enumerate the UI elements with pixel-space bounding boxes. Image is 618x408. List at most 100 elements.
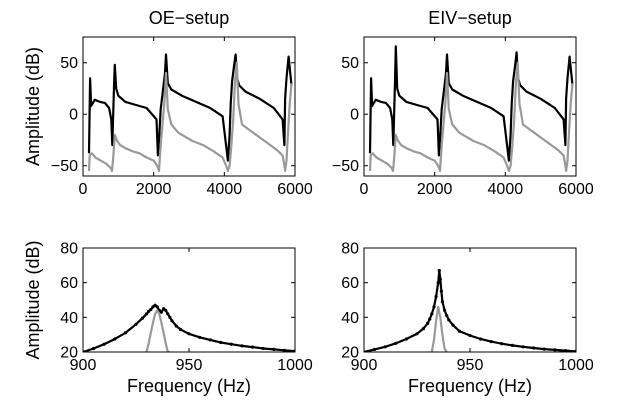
series-0-point (123, 331, 127, 335)
series-0-point (198, 335, 202, 339)
series-0-point (170, 319, 174, 323)
y-tick-label: −50 (51, 158, 78, 175)
series-0-line (364, 270, 576, 352)
series-0-line (368, 45, 574, 162)
series-0-point (251, 345, 255, 349)
x-tick-label: 4000 (488, 181, 524, 198)
x-tick-label: 4000 (207, 181, 243, 198)
y-tick-label: 20 (341, 345, 359, 362)
series-0-point (445, 314, 449, 318)
x-axis-label: Frequency (Hz) (127, 376, 251, 396)
x-tick-label: 950 (176, 357, 203, 374)
x-tick-label: 1000 (558, 357, 594, 374)
series-0-point (489, 340, 493, 344)
series-0-point (532, 346, 536, 350)
y-tick-label: 80 (341, 241, 359, 258)
series-0-point (219, 340, 223, 345)
series-0-point (134, 322, 138, 326)
series-0-point (404, 337, 408, 341)
chart-oe-setup-zoom: 900 950 1000 20 40 60 80 Frequency (Hz) Amplitud… (23, 240, 313, 396)
series-group (87, 53, 293, 172)
series-0-line (87, 53, 293, 162)
series-0-point (166, 312, 170, 316)
series-0-point (434, 294, 438, 299)
series-0-point (149, 307, 153, 312)
series-0-point (563, 349, 567, 352)
y-tick-label: 60 (341, 275, 359, 292)
series-0-point (521, 345, 525, 349)
chart-eiv-setup-zoom: 900 950 1000 20 40 60 80 Frequency (Hz) (341, 241, 594, 397)
series-0-point (187, 332, 191, 336)
y-tick-label: 50 (341, 55, 359, 72)
series-0-point (447, 318, 451, 322)
x-tick-label: 0 (360, 181, 369, 198)
chart-title: OE−setup (149, 8, 230, 28)
series-0-point (500, 342, 504, 346)
x-tick-label: 1000 (277, 357, 313, 374)
series-1-line (145, 309, 170, 352)
y-tick-label: 0 (350, 107, 359, 124)
series-0-point (415, 332, 419, 336)
series-0-point (140, 316, 144, 320)
x-tick-label: 6000 (558, 181, 594, 198)
series-0-point (92, 346, 96, 351)
y-axis-label: Amplitude (dB) (23, 240, 43, 359)
chart-title: EIV−setup (428, 8, 512, 28)
series-0-point (457, 329, 461, 333)
x-tick-label: 900 (351, 357, 378, 374)
series-0-point (145, 312, 149, 316)
series-0-point (155, 305, 159, 309)
y-tick-label: 40 (60, 310, 78, 327)
series-0-point (208, 338, 212, 342)
series-0-point (421, 327, 425, 331)
series-0-point (159, 310, 163, 314)
series-group (83, 303, 295, 352)
series-1-line (430, 305, 448, 352)
series-0-point (174, 324, 178, 328)
series-0-point (240, 344, 244, 348)
y-axis-label: Amplitude (dB) (23, 47, 43, 166)
series-0-point (102, 342, 106, 346)
axes-box (82, 247, 296, 353)
series-0-point (164, 308, 168, 312)
y-tick-label: 80 (60, 241, 78, 258)
series-1-line (368, 61, 574, 172)
series-0-point (261, 346, 265, 351)
series-0-point (428, 317, 432, 321)
x-tick-label: 2000 (136, 181, 172, 198)
series-0-point (542, 347, 546, 351)
series-0-point (168, 315, 172, 319)
series-0-point (451, 323, 455, 327)
y-tick-label: 50 (60, 55, 78, 72)
series-0-point (468, 333, 472, 338)
axes-box (363, 36, 577, 177)
series-0-point (510, 343, 514, 347)
series-group (364, 268, 576, 352)
series-0-point (443, 308, 447, 312)
series-1-line (87, 61, 293, 172)
y-tick-label: 20 (60, 345, 78, 362)
series-0-point (113, 337, 117, 341)
series-0-point (272, 347, 276, 351)
series-0-point (438, 277, 442, 281)
series-group (368, 45, 574, 172)
y-tick-label: 0 (69, 107, 78, 124)
series-0-point (178, 327, 183, 332)
series-0-point (440, 300, 444, 304)
series-0-point (479, 337, 483, 341)
series-0-line (83, 303, 295, 352)
x-tick-label: 6000 (277, 181, 313, 198)
series-0-point (430, 312, 434, 316)
series-0-point (553, 348, 557, 352)
y-tick-label: 40 (341, 310, 359, 327)
x-tick-label: 2000 (417, 181, 453, 198)
x-tick-label: 950 (457, 357, 484, 374)
series-0-point (394, 341, 398, 345)
y-tick-label: −50 (332, 158, 359, 175)
series-0-point (436, 281, 440, 285)
series-0-point (147, 309, 151, 313)
series-0-point (439, 289, 443, 293)
